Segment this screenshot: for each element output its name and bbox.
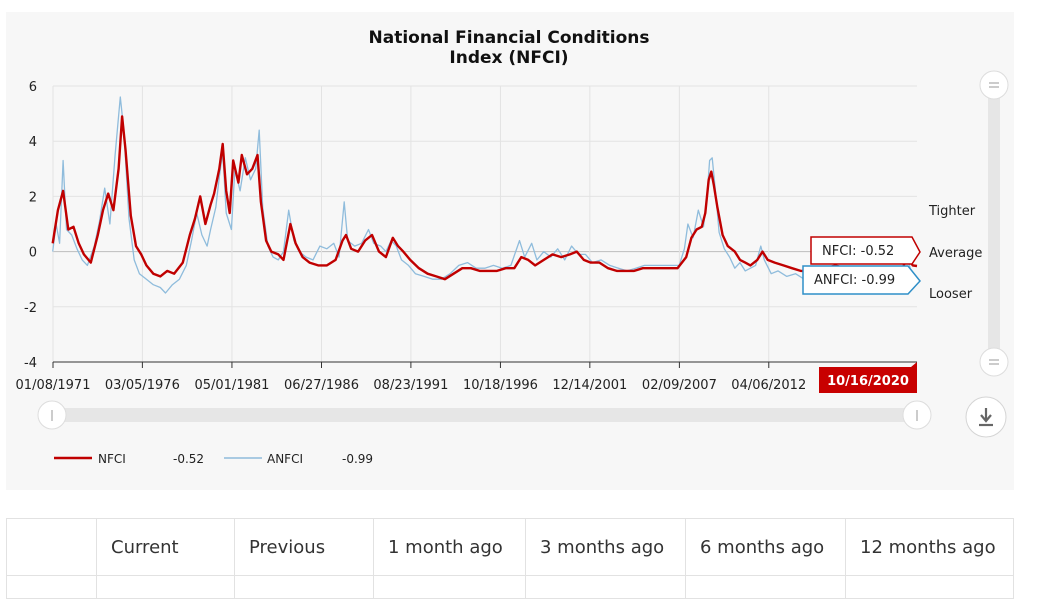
download-button[interactable]	[965, 396, 1007, 438]
table-header-3-months-ago: 3 months ago	[525, 518, 686, 576]
legend: NFCI -0.52 ANFCI -0.99	[54, 452, 373, 466]
download-icon	[979, 408, 993, 427]
table-header-blank	[6, 518, 97, 576]
current-date-label: 10/16/2020	[827, 374, 909, 389]
x-tick-label: 10/18/1996	[463, 378, 538, 393]
summary-table: Current Previous 1 month ago 3 months ag…	[6, 518, 1014, 599]
nfci-tooltip: NFCI: -0.52	[810, 236, 921, 265]
y-tick-label: 0	[29, 246, 37, 261]
table-header-6-months-ago: 6 months ago	[685, 518, 846, 576]
table-cell	[6, 575, 97, 599]
nfci-chart: National Financial Conditions Index (NFC…	[16, 28, 1009, 466]
anfci-tooltip-text: ANFCI: -0.99	[814, 273, 895, 288]
x-tick-label: 03/05/1976	[105, 378, 180, 393]
x-tick-label: 02/09/2007	[642, 378, 717, 393]
table-row	[6, 575, 1014, 599]
anfci-tooltip: ANFCI: -0.99	[802, 265, 921, 295]
x-tick-label: 04/06/2012	[731, 378, 806, 393]
table-header-current: Current	[96, 518, 235, 576]
label-looser: Looser	[929, 287, 973, 302]
legend-label-anfci: ANFCI	[267, 452, 303, 466]
table-cell	[525, 575, 686, 599]
y-tick-label: -4	[24, 356, 37, 371]
table-header-1-month-ago: 1 month ago	[373, 518, 526, 576]
legend-label-nfci: NFCI	[98, 452, 126, 466]
legend-value-anfci: -0.99	[342, 452, 373, 466]
label-tighter: Tighter	[928, 204, 976, 219]
x-tick-label: 08/23/1991	[373, 378, 448, 393]
chart-title-line-1: National Financial Conditions	[369, 28, 650, 48]
table-header-12-months-ago: 12 months ago	[845, 518, 1014, 576]
x-tick-label: 06/27/1986	[284, 378, 359, 393]
series-line-anfci	[52, 96, 918, 294]
vertical-slider-handle-bottom[interactable]	[979, 347, 1009, 377]
label-average: Average	[929, 246, 982, 261]
vertical-slider-handle-top[interactable]	[979, 70, 1009, 100]
legend-item-anfci[interactable]: ANFCI -0.99	[224, 452, 373, 466]
table-cell	[234, 575, 374, 599]
y-tick-label: -2	[24, 301, 37, 316]
chart-title-line-2: Index (NFCI)	[449, 48, 568, 68]
y-tick-label: 4	[29, 135, 37, 150]
table-cell	[96, 575, 235, 599]
grid-lines	[52, 85, 917, 363]
x-axis-ticks: 01/08/1971 03/05/1976 05/01/1981 06/27/1986…	[16, 362, 806, 393]
y-axis-ticks: -4 -2 0 2 4 6	[24, 80, 37, 371]
chart-panel: National Financial Conditions Index (NFC…	[6, 12, 1014, 490]
series-line-nfci	[51, 115, 918, 281]
x-tick-label: 12/14/2001	[552, 378, 627, 393]
legend-value-nfci: -0.52	[173, 452, 204, 466]
legend-item-nfci[interactable]: NFCI -0.52	[54, 452, 204, 466]
table-cell	[685, 575, 846, 599]
series-lines	[51, 96, 918, 294]
range-slider-handle-right[interactable]	[902, 400, 932, 430]
nfci-tooltip-text: NFCI: -0.52	[822, 244, 894, 259]
table-cell	[373, 575, 526, 599]
vertical-slider-track[interactable]	[988, 86, 1000, 362]
current-date-marker: 10/16/2020	[819, 362, 917, 393]
y-tick-label: 6	[29, 80, 37, 95]
range-slider-track[interactable]	[53, 408, 917, 422]
y-tick-label: 2	[29, 190, 37, 205]
table-header-row: Current Previous 1 month ago 3 months ag…	[6, 518, 1014, 576]
table-header-previous: Previous	[234, 518, 374, 576]
range-slider-handle-left[interactable]	[37, 400, 67, 430]
x-tick-label: 05/01/1981	[194, 378, 269, 393]
x-tick-label: 01/08/1971	[16, 378, 91, 393]
table-cell	[845, 575, 1014, 599]
